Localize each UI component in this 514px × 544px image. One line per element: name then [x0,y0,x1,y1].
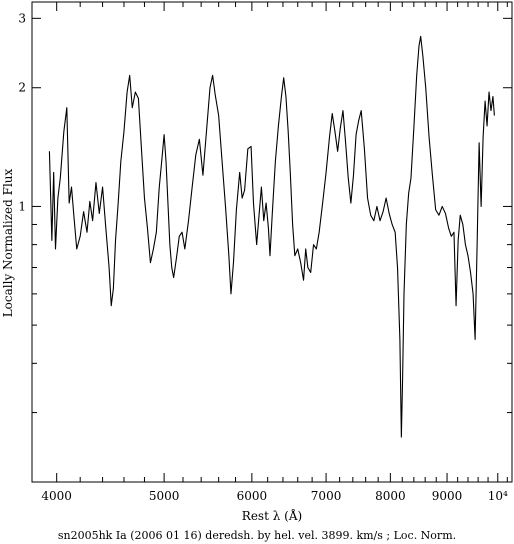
y-tick-label: 3 [18,11,26,25]
x-tick-label: 9000 [432,489,463,503]
y-axis-ticks: 1 2 3 [18,11,512,483]
x-tick-label: 7000 [311,489,342,503]
caption: sn2005hk Ia (2006 01 16) deredsh. by hel… [58,529,456,542]
x-tick-label: 10⁴ [488,489,508,503]
y-axis-label: Locally Normalized Flux [1,168,15,317]
plot-frame [31,1,513,483]
x-tick-label: 8000 [375,489,406,503]
x-tick-label: 6000 [237,489,268,503]
y-tick-label: 1 [18,199,26,213]
x-axis-ticks: 4000 5000 6000 7000 8000 9000 10⁴ [31,2,508,503]
series-group [48,35,495,438]
spectrum-line [48,35,495,438]
x-tick-label: 4000 [41,489,72,503]
y-tick-label: 2 [18,81,26,95]
x-tick-label: 5000 [149,489,180,503]
x-axis-label: Rest λ (Å) [242,508,302,523]
